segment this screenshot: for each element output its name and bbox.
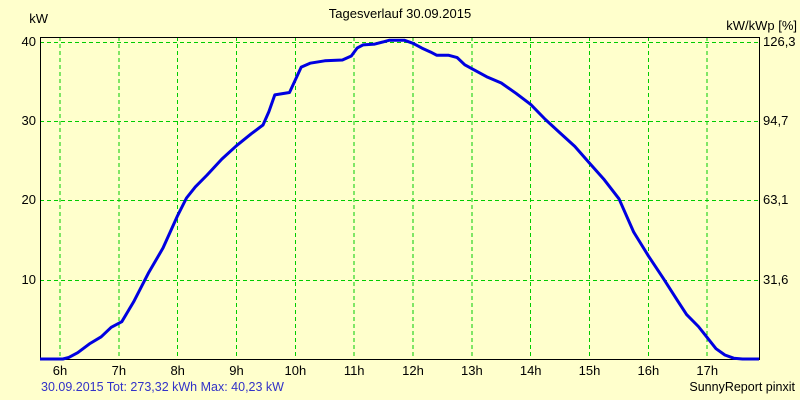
right-y-tick-label: 31,6: [763, 271, 789, 287]
power-curve: [40, 38, 759, 361]
right-y-tick-label: 63,1: [763, 192, 789, 208]
x-tick-label: 16h: [637, 363, 660, 378]
right-y-tick-label: 126,3: [763, 33, 796, 49]
daily-stats-text: 30.09.2015 Tot: 273,32 kWh Max: 40,23 kW: [41, 380, 284, 394]
x-tick-label: 13h: [461, 363, 483, 378]
left-y-tick-label: 20: [21, 192, 36, 208]
x-tick-label: 15h: [578, 363, 601, 378]
x-tick-label: 11h: [343, 363, 365, 378]
right-axis-unit-label: kW/kWp [%]: [726, 18, 797, 33]
x-tick-label: 10h: [284, 363, 307, 378]
left-axis-unit-label: kW: [29, 11, 48, 26]
plot-border: [40, 37, 760, 360]
x-tick-label: 12h: [402, 363, 424, 378]
left-y-tick-label: 10: [21, 271, 36, 287]
left-y-tick-label: 30: [21, 113, 36, 129]
x-tick-label: 17h: [696, 363, 719, 378]
x-tick-label: 7h: [111, 363, 127, 378]
right-y-tick-label: 94,7: [763, 113, 789, 129]
watermark-text: SunnyReport pinxit: [689, 380, 795, 394]
x-tick-label: 9h: [229, 363, 244, 378]
x-tick-label: 6h: [52, 363, 68, 378]
x-tick-label: 14h: [519, 363, 542, 378]
x-tick-label: 8h: [170, 363, 185, 378]
chart-title: Tagesverlauf 30.09.2015: [328, 6, 472, 21]
left-y-tick-label: 40: [21, 33, 36, 49]
